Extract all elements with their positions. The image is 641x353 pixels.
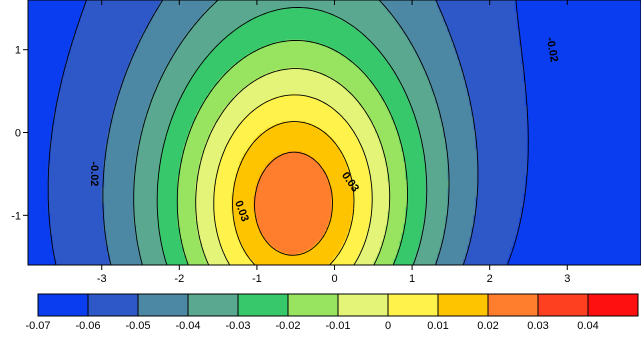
contour-line xyxy=(195,68,391,265)
colorbar-label: -0.07 xyxy=(25,320,50,332)
contour-label: -0.02 xyxy=(88,161,100,186)
x-tick-label: -2 xyxy=(174,273,184,285)
contour-line xyxy=(47,0,529,265)
colorbar-label: -0.04 xyxy=(175,320,200,332)
colorbar-swatch xyxy=(587,293,639,317)
contour-line xyxy=(232,121,355,265)
filled-contour-field xyxy=(28,0,641,265)
y-tick-label: 0 xyxy=(15,128,21,140)
contour-line xyxy=(213,94,373,265)
colorbar-label: 0.03 xyxy=(527,320,548,332)
contour-label: -0.02 xyxy=(544,36,560,63)
contour-line xyxy=(176,40,408,265)
colorbar-label: -0.06 xyxy=(75,320,100,332)
x-tick-label: 2 xyxy=(487,273,493,285)
colorbar-swatch xyxy=(387,293,439,317)
contour-line xyxy=(102,0,479,265)
contour-line xyxy=(133,0,450,265)
colorbar-swatch xyxy=(137,293,189,317)
colorbar-label: -0.02 xyxy=(275,320,300,332)
axes: -3 -2 -1 0 1 2 3 -1 0 1 xyxy=(11,0,570,285)
x-tick-label: -1 xyxy=(252,273,262,285)
colorbar-swatch xyxy=(437,293,489,317)
colorbar-swatch xyxy=(337,293,389,317)
y-tick-label: 1 xyxy=(15,45,21,57)
contour-line xyxy=(254,151,333,256)
x-tick-label: 3 xyxy=(564,273,570,285)
colorbar-label: -0.03 xyxy=(225,320,250,332)
contour-line xyxy=(156,7,428,265)
colorbar-label: 0.04 xyxy=(577,320,598,332)
x-tick-label: -3 xyxy=(97,273,107,285)
colorbar-swatch xyxy=(237,293,289,317)
colorbar-label: 0.01 xyxy=(427,320,448,332)
colorbar-swatch xyxy=(187,293,239,317)
x-tick-label: 0 xyxy=(331,273,337,285)
colorbar-label: -0.01 xyxy=(325,320,350,332)
x-tick-label: 1 xyxy=(409,273,415,285)
y-tick-label: -1 xyxy=(11,210,21,222)
colorbar: -0.07 -0.06 -0.05 -0.04 -0.03 -0.02 -0.01 0 0.01… xyxy=(25,293,639,332)
colorbar-label: 0.02 xyxy=(477,320,498,332)
contour-lines xyxy=(47,0,529,265)
colorbar-swatch xyxy=(287,293,339,317)
colorbar-swatch xyxy=(487,293,539,317)
colorbar-swatch xyxy=(37,293,89,317)
colorbar-label: -0.05 xyxy=(125,320,150,332)
colorbar-label: 0 xyxy=(385,320,391,332)
colorbar-swatch xyxy=(537,293,589,317)
colorbar-swatch xyxy=(87,293,139,317)
contour-fill-raster xyxy=(28,0,641,265)
